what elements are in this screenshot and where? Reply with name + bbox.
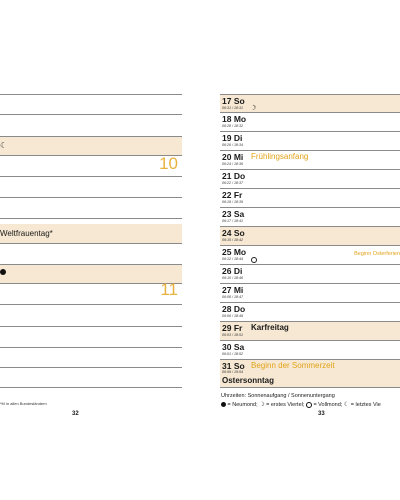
new-moon-icon <box>221 402 226 408</box>
day-note: Karfreitag <box>251 323 289 332</box>
row-l-5 <box>0 177 182 198</box>
day-label: 22 Fr <box>222 190 243 200</box>
page-number-right: 33 <box>318 411 325 417</box>
day-label: 28 Do <box>222 304 246 314</box>
row-l-15 <box>0 368 182 388</box>
day-row: 19 Di 06:26 / 18:34 <box>220 132 400 151</box>
first-quarter-icon: ☽ <box>259 402 265 408</box>
legend-new-moon: = Neumond; <box>227 402 258 408</box>
day-row: 17 So 06:31 / 18:31 ☽ <box>220 94 400 113</box>
day-row: 26 Di 06:10 / 18:46 <box>220 265 400 284</box>
new-moon-icon <box>0 269 6 275</box>
day-row: 23 Sa 06:17 / 18:41 <box>220 208 400 227</box>
row-l-10 <box>0 265 182 284</box>
sun-times: 06:31 / 18:31 <box>222 106 243 110</box>
day-right-note: Beginn Osterferien <box>354 251 400 257</box>
sun-times: 06:28 / 18:32 <box>222 124 243 128</box>
day-row: 18 Mo 06:28 / 18:32 <box>220 113 400 132</box>
sun-times: 06:06 / 18:49 <box>222 314 243 318</box>
left-page: ☾ 10 Weltfrauentag* 11 <box>0 90 182 425</box>
day-label: 19 Di <box>222 133 243 143</box>
week-number-11: 11 <box>160 280 178 299</box>
row-l-11: 11 <box>0 280 182 305</box>
sun-times: 06:15 / 18:42 <box>222 238 243 242</box>
row-l-9 <box>0 244 182 265</box>
day-row: 31 So Beginn der Sommerzeit 06:59 / 19:54 O… <box>220 360 400 388</box>
day-label: 25 Mo <box>222 247 247 257</box>
day-note: Frühlingsanfang <box>251 152 309 161</box>
row-l-6 <box>0 198 182 219</box>
day-row: 28 Do 06:06 / 18:49 <box>220 303 400 322</box>
row-l-12 <box>0 305 182 327</box>
sun-times: 06:19 / 18:39 <box>222 200 243 204</box>
day-label: 26 Di <box>222 266 243 276</box>
day-row: 29 Fr Karfreitag 06:03 / 18:51 <box>220 322 400 341</box>
holiday-text: Weltfrauentag* <box>0 229 53 238</box>
sun-times: 06:03 / 18:51 <box>222 333 243 337</box>
day-label: 30 Sa <box>222 342 245 352</box>
full-moon-icon <box>305 401 312 408</box>
sun-times: 06:12 / 18:44 <box>222 257 243 261</box>
day-label: 18 Mo <box>222 114 247 124</box>
day-label: 29 Fr <box>222 323 243 333</box>
week-number-10: 10 <box>159 154 178 173</box>
legend-full-moon: = Vollmond; <box>313 402 343 408</box>
legend-first-quarter: = erstes Viertel; <box>266 402 305 408</box>
first-quarter-icon: ☽ <box>250 105 257 112</box>
day-label: 20 Mi <box>222 152 244 162</box>
right-page: 17 So 06:31 / 18:31 ☽ 18 Mo 06:28 / 18:32 19 … <box>220 90 400 425</box>
day-row: 22 Fr 06:19 / 18:39 <box>220 189 400 208</box>
day-row: 21 Do 06:22 / 18:37 <box>220 170 400 189</box>
sun-times: 06:01 / 18:52 <box>222 352 243 356</box>
sun-times: 06:10 / 18:46 <box>222 276 243 280</box>
legend-line-2: = Neumond; ☽ = erstes Viertel; = Vollmon… <box>221 401 381 410</box>
row-l-2 <box>0 115 182 137</box>
day-row: 25 Mo 06:12 / 18:44 Beginn Osterferien <box>220 246 400 265</box>
day-label: 17 So <box>222 96 245 106</box>
day-note-2: Ostersonntag <box>222 376 275 385</box>
row-l-3: ☾ <box>0 137 182 156</box>
legend: Uhrzeiten: Sonnenaufgang / Sonnenunterga… <box>221 392 381 410</box>
row-l-14 <box>0 348 182 368</box>
day-label: 24 So <box>222 228 245 238</box>
day-label: 23 Sa <box>222 209 245 219</box>
sun-times: 06:24 / 18:36 <box>222 162 243 166</box>
full-moon-icon <box>251 257 257 263</box>
legend-last-quarter: = letztes Vie <box>350 402 381 408</box>
sun-times: 06:17 / 18:41 <box>222 219 243 223</box>
day-note: Beginn der Sommerzeit <box>251 361 335 370</box>
moon-icon: ☾ <box>0 141 8 150</box>
sun-times: 06:22 / 18:37 <box>222 181 243 185</box>
day-row: 30 Sa 06:01 / 18:52 <box>220 341 400 360</box>
day-row: 24 So 06:15 / 18:42 <box>220 227 400 246</box>
sun-times: 06:26 / 18:34 <box>222 143 243 147</box>
row-l-8: Weltfrauentag* <box>0 224 182 244</box>
left-footnote: *M in allen Bundesländern <box>0 401 47 406</box>
sun-times: 06:59 / 19:54 <box>222 370 243 374</box>
day-label: 21 Do <box>222 171 246 181</box>
day-row: 20 Mi Frühlingsanfang 06:24 / 18:36 <box>220 151 400 170</box>
page-number-left: 32 <box>72 411 79 417</box>
legend-line-1: Uhrzeiten: Sonnenaufgang / Sonnenunterga… <box>221 393 335 399</box>
day-row: 27 Mi 06:08 / 18:47 <box>220 284 400 303</box>
day-label: 27 Mi <box>222 285 244 295</box>
row-l-13 <box>0 327 182 348</box>
row-l-1 <box>0 94 182 115</box>
sun-times: 06:08 / 18:47 <box>222 295 243 299</box>
row-l-4: 10 <box>0 154 182 177</box>
last-quarter-icon: ☾ <box>343 402 350 408</box>
day-label: 31 So <box>222 361 245 371</box>
